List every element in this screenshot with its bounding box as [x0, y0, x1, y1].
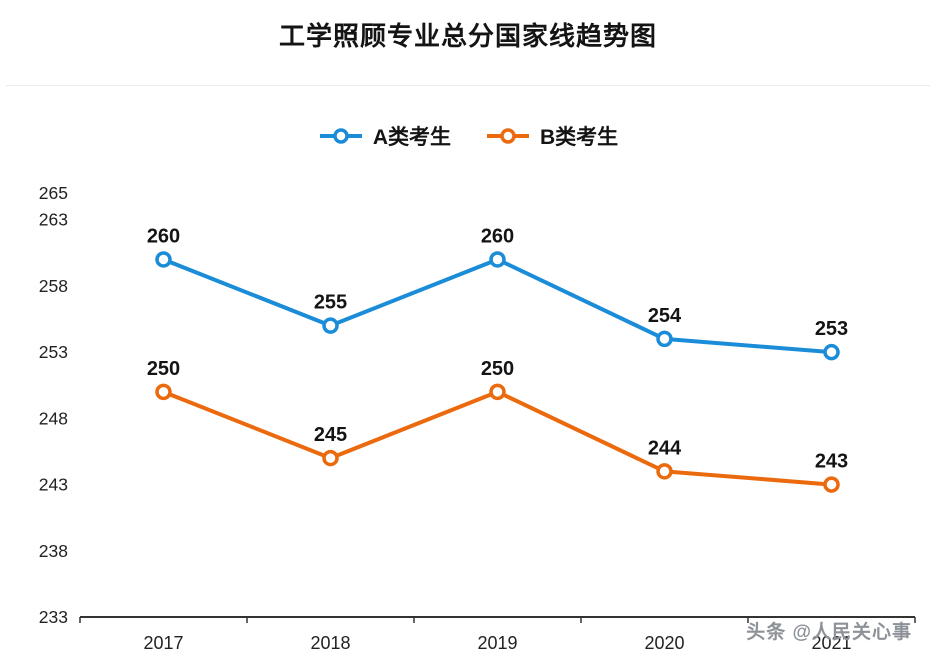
data-label: 254 — [648, 305, 682, 327]
data-point[interactable] — [322, 449, 339, 467]
data-point[interactable] — [656, 330, 673, 348]
data-label: 253 — [815, 318, 848, 340]
x-tick-label: 2017 — [143, 633, 183, 653]
legend-item-series-b[interactable]: B类考生 — [485, 121, 618, 151]
data-point[interactable] — [656, 463, 673, 480]
data-label: 250 — [147, 358, 180, 380]
data-label: 244 — [648, 437, 682, 459]
watermark: 头条 @人民关心事 — [746, 622, 912, 643]
y-tick-label: 238 — [39, 541, 68, 561]
data-point[interactable] — [155, 383, 172, 401]
data-point[interactable] — [823, 476, 840, 493]
data-point[interactable] — [322, 317, 339, 334]
y-tick-label: 265 — [39, 183, 68, 203]
data-label: 260 — [481, 225, 514, 247]
y-tick-label: 258 — [39, 276, 68, 296]
legend-label: B类考生 — [540, 126, 619, 149]
y-tick-label: 263 — [39, 210, 68, 230]
data-label: 250 — [481, 358, 514, 380]
data-label: 245 — [314, 424, 347, 446]
data-label: 255 — [314, 292, 347, 314]
line-marker-icon — [319, 128, 362, 144]
legend-item-series-a[interactable]: A类考生 — [318, 121, 451, 151]
y-tick-label: 233 — [39, 607, 68, 627]
x-tick-label: 2020 — [644, 633, 684, 653]
x-tick-label: 2019 — [477, 633, 517, 653]
y-tick-label: 243 — [39, 475, 68, 495]
y-tick-label: 248 — [39, 408, 68, 428]
data-point[interactable] — [489, 383, 506, 401]
y-tick-label: 253 — [39, 342, 68, 362]
series-line — [161, 257, 834, 355]
legend: A类考生 B类考生 — [0, 121, 936, 151]
series-line — [161, 389, 834, 487]
data-point[interactable] — [823, 343, 840, 361]
line-marker-icon — [487, 128, 529, 144]
data-point[interactable] — [489, 251, 506, 268]
page-title: 工学照顾专业总分国家线趋势图 — [278, 21, 657, 51]
x-tick-label: 2018 — [310, 633, 350, 653]
data-label: 243 — [815, 451, 848, 473]
data-label: 260 — [147, 225, 180, 247]
header-divider — [6, 85, 930, 86]
x-tick-label: 2021 — [811, 633, 851, 653]
legend-label: A类考生 — [372, 126, 451, 149]
data-point[interactable] — [155, 251, 172, 268]
